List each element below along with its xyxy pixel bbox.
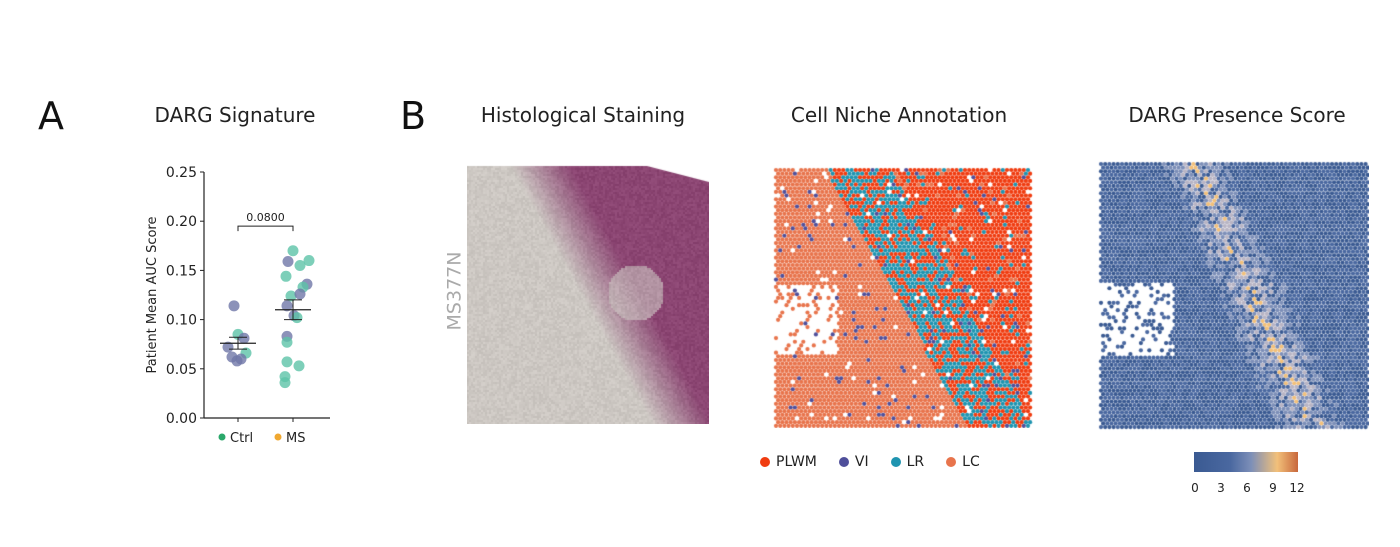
y-tick-label: 0.05 [166, 362, 197, 378]
y-axis-label: Patient Mean AUC Score [145, 217, 160, 374]
data-point [280, 270, 292, 282]
y-tick-label: 0.00 [166, 411, 197, 427]
y-tick-label: 0.20 [166, 214, 197, 230]
colorbar-tick: 3 [1217, 481, 1225, 495]
legend-dot [218, 433, 226, 441]
significance-bracket [237, 225, 294, 232]
legend-dot [946, 457, 957, 467]
colorbar-tick: 0 [1191, 481, 1199, 495]
data-point [238, 332, 250, 344]
data-point [281, 300, 293, 312]
panel-b-letter: B [400, 94, 427, 138]
legend-item-lc: LC [946, 454, 980, 470]
legend-dot [890, 457, 901, 467]
data-point [231, 355, 243, 367]
legend-label-ms: MS [286, 431, 305, 446]
data-point [285, 290, 297, 302]
legend-item-plwm: PLWM [760, 454, 817, 470]
data-point [294, 259, 306, 271]
legend-dot [274, 433, 282, 441]
colorbar [1194, 452, 1298, 472]
data-point [282, 256, 294, 268]
legend-item-vi: VI [838, 454, 869, 470]
y-tick-label: 0.25 [166, 165, 197, 181]
cell-niche-map [772, 166, 1034, 428]
legend-dot [838, 457, 849, 467]
legend-item-lr: LR [890, 454, 925, 470]
colorbar-tick: 12 [1289, 481, 1305, 495]
data-point [228, 300, 240, 312]
data-point [303, 255, 315, 267]
histology-title: Histological Staining [480, 103, 686, 127]
y-tick-label: 0.10 [166, 313, 197, 329]
legend-label: VI [854, 454, 869, 470]
data-point [293, 360, 305, 372]
legend-label-ctrl: Ctrl [230, 431, 253, 446]
data-point [279, 377, 291, 389]
y-tick-label: 0.15 [166, 263, 197, 279]
p-value-label: 0.0800 [246, 211, 285, 224]
data-point [291, 312, 303, 324]
legend-label: LC [962, 454, 980, 470]
legend-label: LR [906, 454, 925, 470]
data-point [281, 336, 293, 348]
data-point [294, 288, 306, 300]
colorbar-tick: 9 [1269, 481, 1277, 495]
presence-score-map [1097, 160, 1369, 432]
data-point [281, 356, 293, 368]
colorbar-tick: 6 [1243, 481, 1251, 495]
data-point [287, 245, 299, 257]
presence-title: DARG Presence Score [1128, 103, 1346, 127]
data-point [222, 341, 234, 353]
legend-label: PLWM [776, 454, 817, 470]
legend-dot [760, 457, 770, 467]
niche-legend: PLWM VI LR LC [760, 454, 980, 470]
sample-label: MS377N [443, 251, 466, 331]
niche-title: Cell Niche Annotation [790, 103, 1008, 127]
histology-image [467, 162, 709, 424]
dot-plot: 0.00 0.05 0.10 0.15 0.20 0.25 Patient Mean AUC… [145, 165, 330, 446]
panel-a-letter: A [38, 94, 64, 138]
panel-a-title: DARG Signature [154, 103, 316, 127]
